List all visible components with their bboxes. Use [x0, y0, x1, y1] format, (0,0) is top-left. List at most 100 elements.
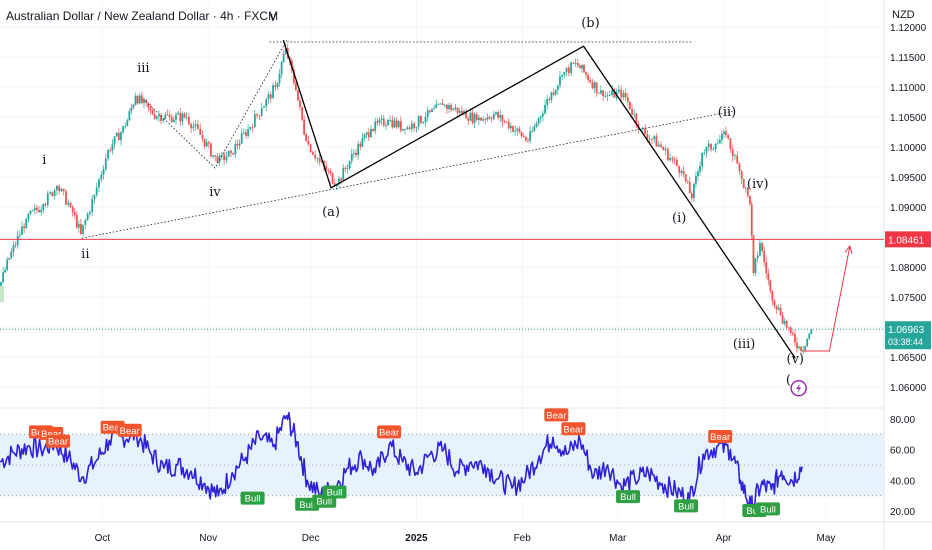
candle-body: [781, 315, 784, 324]
candle-body: [578, 65, 581, 69]
candle-body: [454, 107, 457, 109]
candle-body: [671, 157, 674, 160]
candle-body: [570, 62, 573, 74]
candle: [701, 152, 703, 171]
rsi-tick-label: 80.00: [890, 415, 915, 426]
candle-body: [143, 99, 145, 104]
candle: [374, 117, 377, 135]
candle: [490, 115, 493, 123]
candle: [413, 121, 416, 132]
time-axis[interactable]: Oct Nov Dec 2025 Feb Mar Apr May: [95, 533, 836, 544]
candle-body: [203, 138, 206, 147]
candle: [680, 169, 683, 176]
candle: [299, 97, 301, 111]
candle: [537, 116, 540, 127]
candle-body: [542, 113, 544, 117]
rsi-pane[interactable]: BearBearBearBearBearBearBearBearBearBull…: [0, 408, 884, 517]
candle-body: [179, 112, 182, 122]
candle: [149, 103, 152, 115]
candle: [395, 117, 398, 129]
candle: [653, 134, 656, 144]
candle-body: [307, 141, 310, 145]
candle-body: [806, 338, 809, 347]
candle-body: [370, 129, 372, 138]
candle: [611, 84, 613, 98]
candle-body: [365, 132, 368, 135]
candle: [100, 170, 103, 183]
candle: [168, 110, 171, 121]
candle: [777, 304, 780, 311]
candle: [318, 154, 321, 166]
candle-body: [38, 209, 40, 213]
candle: [348, 160, 351, 171]
candle: [454, 103, 457, 112]
candle: [771, 289, 774, 306]
candle: [720, 130, 723, 145]
price-tick-label: 1.09500: [890, 173, 927, 184]
label-box: [117, 423, 142, 437]
candle-body: [344, 167, 347, 169]
candle-body: [604, 95, 607, 97]
candle-body: [682, 171, 685, 175]
candle: [185, 112, 188, 121]
candle: [714, 142, 717, 153]
candle: [501, 114, 504, 127]
time-tick-label: 2025: [405, 533, 428, 544]
candle: [46, 190, 49, 208]
candle: [810, 329, 813, 335]
candle-body: [190, 123, 193, 129]
candle: [410, 120, 413, 133]
candle-body: [544, 105, 546, 114]
candle: [382, 115, 385, 128]
candle: [327, 167, 330, 175]
candle: [197, 120, 199, 130]
candle-body: [309, 144, 312, 153]
time-tick-label: Dec: [302, 533, 320, 544]
candle: [475, 111, 478, 122]
candle: [274, 80, 277, 92]
candle: [404, 128, 406, 135]
candle: [631, 104, 633, 117]
candle-body: [723, 131, 725, 135]
candle-body: [42, 204, 45, 210]
candle-body: [439, 103, 442, 105]
candle-body: [804, 346, 807, 351]
label-text: Bull: [316, 497, 332, 508]
candle: [552, 89, 555, 97]
candle-body: [284, 48, 287, 55]
candle: [424, 111, 427, 128]
candle: [14, 241, 17, 249]
label-box: [322, 485, 347, 499]
candle: [115, 131, 118, 138]
candle-body: [435, 104, 438, 109]
candle-body: [533, 126, 536, 132]
candle-body: [431, 109, 433, 112]
candle: [40, 205, 43, 216]
candle: [533, 123, 536, 132]
label-text: Bull: [746, 506, 762, 517]
candle-body: [810, 329, 813, 334]
candle-body: [88, 211, 91, 214]
candle: [435, 99, 438, 109]
label-box: [240, 491, 265, 505]
candle: [242, 128, 245, 135]
label-text: Bull: [245, 494, 261, 505]
candle-body: [49, 192, 51, 194]
candle: [806, 338, 809, 348]
candle-body: [194, 124, 197, 127]
candle-body: [136, 96, 139, 104]
candle-body: [703, 152, 706, 154]
candle: [763, 246, 766, 267]
candle-body: [465, 111, 468, 119]
candle-body: [556, 85, 559, 90]
candle-body: [223, 154, 226, 161]
candle-body: [688, 181, 691, 194]
candle: [230, 149, 232, 158]
candle: [673, 156, 676, 165]
wave-label: (iii): [733, 337, 756, 352]
candle: [361, 133, 364, 148]
candle: [789, 325, 792, 336]
candle-body: [225, 156, 228, 161]
